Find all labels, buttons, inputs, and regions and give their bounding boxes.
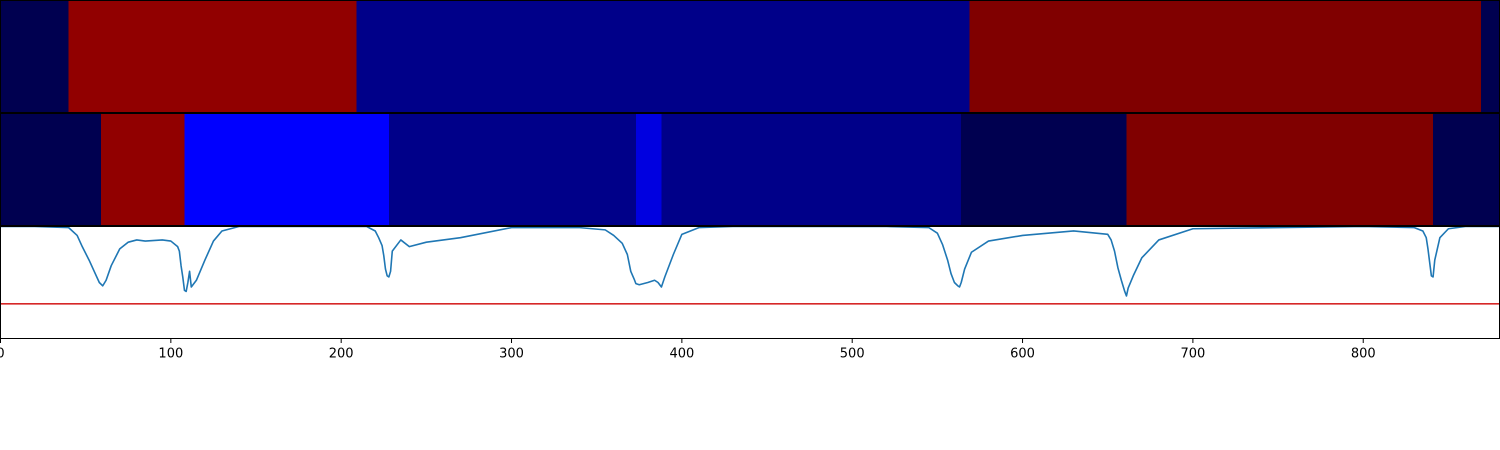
x-tick-label-200: 200: [329, 347, 354, 362]
x-tick-label-500: 500: [840, 347, 865, 362]
x-tick-label-600: 600: [1010, 347, 1035, 362]
x-tick-label-400: 400: [669, 347, 694, 362]
segment-1-5: [1480, 0, 1500, 113]
segment-1-1: [0, 0, 70, 113]
x-tick-label-700: 700: [1180, 347, 1205, 362]
segment-row-2: [0, 113, 1500, 226]
segment-2-4: [388, 113, 637, 226]
segment-2-8: [1126, 113, 1434, 226]
line-panel: [0, 226, 1500, 305]
panel-frame-3: [0, 226, 1500, 339]
segment-2-3: [184, 113, 390, 226]
x-tick-label-300: 300: [499, 347, 524, 362]
segment-2-1: [0, 113, 102, 226]
segment-row-1: [0, 0, 1500, 113]
segment-1-2: [68, 0, 358, 113]
segment-2-7: [961, 113, 1128, 226]
segment-2-2: [101, 113, 186, 226]
segment-2-6: [661, 113, 962, 226]
x-tick-label-0: 0: [0, 347, 5, 362]
segment-1-3: [356, 0, 971, 113]
x-tick-label-800: 800: [1351, 347, 1376, 362]
x-axis: 0 100 200 300 400 500 600 700 800: [0, 338, 1376, 362]
series-line: [0, 226, 1500, 297]
segment-1-4: [969, 0, 1482, 113]
x-tick-label-100: 100: [158, 347, 183, 362]
segment-2-9: [1433, 113, 1500, 226]
segment-2-5: [635, 113, 663, 226]
